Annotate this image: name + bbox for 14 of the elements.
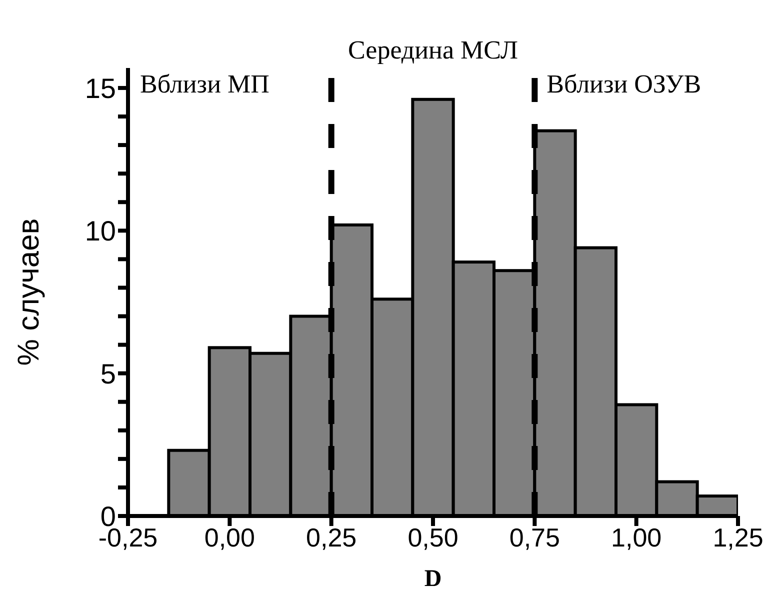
y-tick-label: 5 <box>100 358 116 390</box>
x-tick-label: 0,00 <box>204 522 255 552</box>
x-tick-label: 0,25 <box>306 522 357 552</box>
x-tick-label: 1,00 <box>611 522 662 552</box>
x-axis-title: D <box>424 566 442 592</box>
y-tick-label: 10 <box>84 216 116 247</box>
text: Середина МСЛ <box>348 35 518 64</box>
y-tick-label: 15 <box>84 72 116 104</box>
x-tick-label: 0,75 <box>509 522 560 552</box>
x-tick-label: 1,25 <box>712 522 764 552</box>
x-tick-label: 0,50 <box>408 522 458 552</box>
annotation: Вблизи МП <box>140 69 270 98</box>
y-axis-title: % случаев <box>12 218 46 366</box>
annotation: Вблизи ОЗУВ <box>546 69 702 98</box>
